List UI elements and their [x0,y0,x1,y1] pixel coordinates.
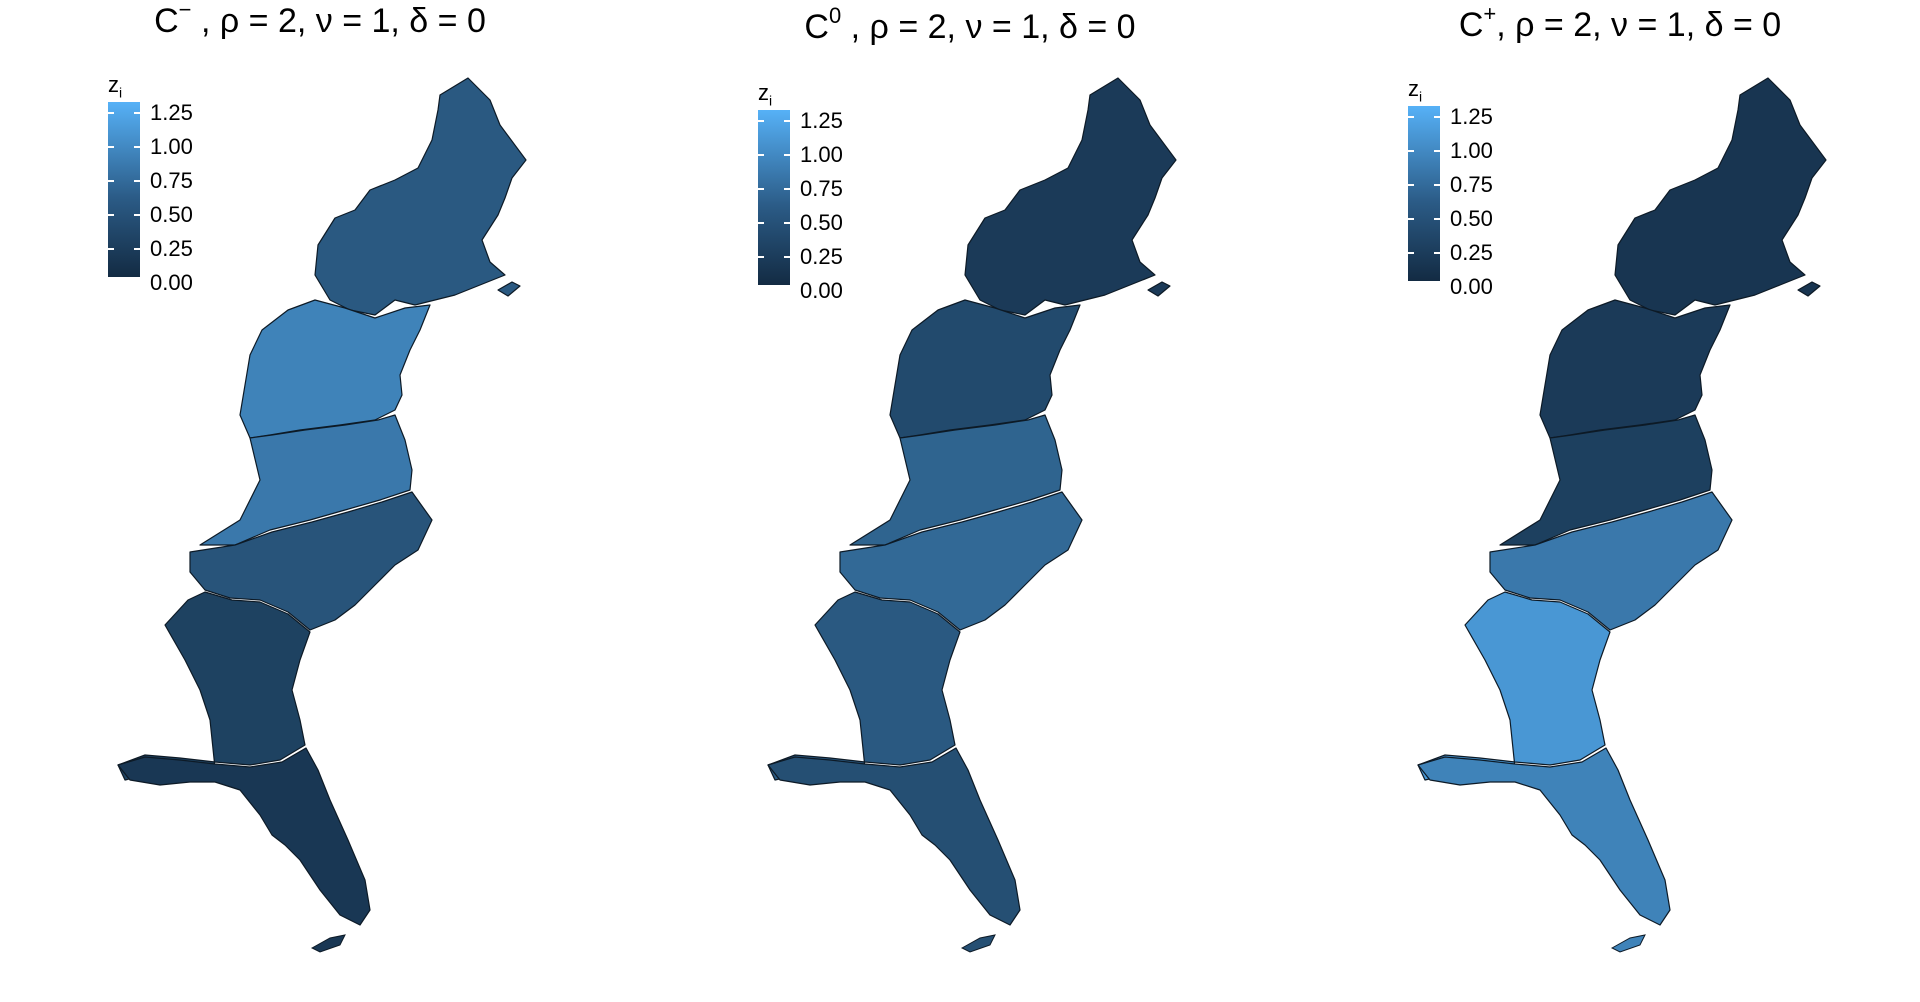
legend-label: 1.25 [150,100,193,125]
map-region-northeast [1797,281,1821,297]
map-region-virginia [849,414,1063,546]
panel-c-zero: C0 , ρ = 2, ν = 1, δ = 0 zi 1.25 1.00 0.… [650,0,1290,1002]
map-region-florida-keys [1610,934,1646,953]
choropleth-map [1417,77,1827,953]
legend-label: 1.00 [150,134,193,159]
map-region-northeast [314,77,527,316]
legend-label: 0.25 [800,244,843,269]
legend-label: 0.50 [800,210,843,235]
panel-title: C+, ρ = 2, ν = 1, δ = 0 [1458,0,1782,44]
legend-label: 0.75 [800,176,843,201]
map-region-georgia [1417,591,1611,781]
map-region-georgia [767,591,961,781]
color-legend: zi 1.25 1.00 0.75 0.50 0.25 0.00 [1408,76,1548,306]
legend-label: 1.00 [800,142,843,167]
choropleth-map [767,77,1177,953]
map-region-northeast [497,281,521,297]
map-region-florida [767,747,1021,926]
color-legend: zi 1.25 1.00 0.75 0.50 0.25 0.00 [108,72,248,302]
legend-label: 0.75 [1450,172,1493,197]
map-region-georgia [117,591,311,781]
legend-colorbar [1408,106,1440,281]
legend-colorbar [108,102,140,277]
legend-title: zi [1408,76,1423,105]
map-region-carolinas [839,491,1083,631]
legend-label: 0.50 [1450,206,1493,231]
map-region-mid-atlantic [1539,299,1731,439]
panel-title: C0 , ρ = 2, ν = 1, δ = 0 [804,2,1136,46]
map-region-carolinas [1489,491,1733,631]
map-region-virginia [1499,414,1713,546]
map-region-florida [117,747,371,926]
legend-label: 0.25 [1450,240,1493,265]
map-region-northeast [964,77,1177,316]
map-region-florida-keys [310,934,346,953]
legend-label: 0.25 [150,236,193,261]
legend-label: 0.00 [800,278,843,303]
choropleth-map [117,77,527,953]
legend-title: zi [758,80,773,109]
legend-colorbar [758,110,790,285]
panel-c-minus: C− , ρ = 2, ν = 1, δ = 0 zi 1.25 1.00 0.… [0,0,640,1002]
panel-c-plus: C+, ρ = 2, ν = 1, δ = 0 zi 1.25 1.00 0.7… [1300,0,1920,1002]
legend-label: 1.25 [1450,104,1493,129]
legend-label: 0.00 [150,270,193,295]
map-region-florida [1417,747,1671,926]
map-region-mid-atlantic [239,299,431,439]
panel-title: C− , ρ = 2, ν = 1, δ = 0 [154,0,486,40]
color-legend: zi 1.25 1.00 0.75 0.50 0.25 0.00 [758,80,898,310]
legend-label: 1.25 [800,108,843,133]
map-region-northeast [1147,281,1171,297]
map-region-northeast [1614,77,1827,316]
legend-label: 0.75 [150,168,193,193]
legend-label: 1.00 [1450,138,1493,163]
map-region-mid-atlantic [889,299,1081,439]
legend-label: 0.50 [150,202,193,227]
map-region-carolinas [189,491,433,631]
map-region-virginia [199,414,413,546]
map-region-florida-keys [960,934,996,953]
legend-title: zi [108,72,123,101]
legend-label: 0.00 [1450,274,1493,299]
